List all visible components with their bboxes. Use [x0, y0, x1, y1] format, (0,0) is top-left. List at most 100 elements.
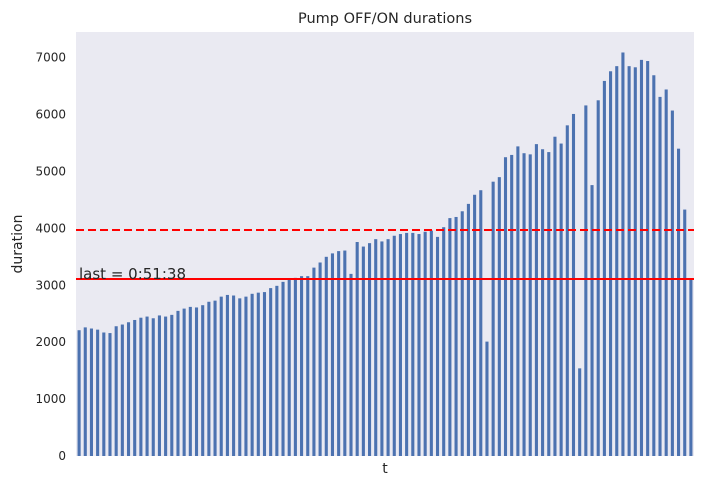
- bar: [689, 279, 693, 456]
- bar: [337, 251, 341, 456]
- bar: [324, 256, 328, 456]
- bar: [139, 317, 143, 456]
- reference-lines: [76, 229, 694, 280]
- y-tick-label: 4000: [35, 221, 66, 235]
- bar: [652, 75, 656, 456]
- bar: [417, 234, 421, 456]
- bar: [89, 328, 93, 456]
- bar: [96, 329, 100, 456]
- y-tick-label: 7000: [35, 51, 66, 65]
- bar: [182, 308, 186, 456]
- bar: [170, 314, 174, 456]
- y-tick-label: 0: [58, 449, 66, 463]
- bar: [120, 324, 124, 456]
- bar: [664, 89, 668, 456]
- bar: [306, 276, 310, 456]
- bars: [77, 52, 693, 457]
- bar: [250, 293, 254, 456]
- y-tick-label: 6000: [35, 108, 66, 122]
- bar: [491, 181, 495, 456]
- bar: [658, 96, 662, 456]
- bar: [541, 149, 545, 457]
- bar: [213, 300, 217, 456]
- bar: [479, 190, 483, 456]
- bar: [232, 295, 236, 456]
- bar: [386, 239, 390, 456]
- chart-title: Pump OFF/ON durations: [298, 11, 472, 27]
- bar: [133, 319, 137, 456]
- annotation-last: last = 0:51:38: [79, 265, 186, 283]
- bar: [646, 61, 650, 456]
- bar: [510, 154, 514, 456]
- bar: [633, 67, 637, 456]
- bar: [219, 296, 223, 456]
- bar: [374, 239, 378, 456]
- bar: [145, 316, 149, 456]
- bar: [435, 236, 440, 456]
- bar: [287, 279, 291, 456]
- bar: [602, 80, 606, 456]
- bar: [398, 234, 402, 456]
- bar: [188, 306, 192, 456]
- bar: [485, 341, 489, 456]
- bar: [355, 242, 359, 456]
- bar: [300, 276, 304, 456]
- bar: [609, 71, 613, 457]
- bar: [349, 273, 353, 456]
- bar: [516, 146, 520, 456]
- bar: [411, 232, 415, 456]
- bar: [318, 262, 322, 456]
- y-tick-label: 3000: [35, 278, 66, 292]
- y-ticks: 0 1000 2000 3000 4000 5000 6000 7000: [35, 51, 66, 463]
- bar: [466, 203, 470, 456]
- bar: [423, 231, 427, 456]
- bar: [460, 211, 464, 456]
- bar: [442, 227, 446, 456]
- bar: [244, 296, 248, 456]
- bar: [77, 330, 81, 456]
- bar: [201, 305, 205, 456]
- bar: [448, 218, 452, 456]
- bar: [269, 288, 273, 456]
- bar: [102, 332, 106, 456]
- bar: [207, 301, 211, 456]
- bar: [578, 368, 582, 456]
- bar: [405, 232, 409, 456]
- plot-background: [76, 32, 694, 456]
- bar: [238, 298, 242, 456]
- bar: [392, 235, 396, 456]
- bar: [639, 59, 644, 456]
- y-tick-label: 2000: [35, 335, 66, 349]
- bar: [361, 246, 365, 456]
- bar: [225, 294, 229, 456]
- bar: [108, 333, 112, 456]
- bar: [83, 327, 87, 456]
- bar: [262, 292, 267, 456]
- bar: [677, 148, 681, 457]
- bar: [584, 105, 588, 457]
- bar: [126, 322, 131, 456]
- bar: [565, 125, 569, 456]
- bar: [553, 136, 557, 456]
- bar: [380, 241, 384, 456]
- bar: [275, 285, 279, 456]
- bar: [497, 177, 501, 456]
- bar: [627, 66, 631, 457]
- x-axis-label: t: [382, 461, 388, 477]
- bar: [503, 157, 508, 456]
- bar: [454, 216, 458, 456]
- bar: [157, 315, 161, 456]
- bar: [522, 153, 526, 456]
- bar: [670, 110, 674, 456]
- bar: [590, 185, 594, 456]
- bar: [312, 267, 316, 456]
- bar: [343, 250, 347, 456]
- bar: [281, 281, 285, 456]
- bar: [330, 253, 335, 456]
- bar: [473, 194, 477, 456]
- y-tick-label: 5000: [35, 164, 66, 178]
- bar: [151, 318, 155, 456]
- bar: [176, 310, 180, 456]
- bar: [621, 52, 625, 457]
